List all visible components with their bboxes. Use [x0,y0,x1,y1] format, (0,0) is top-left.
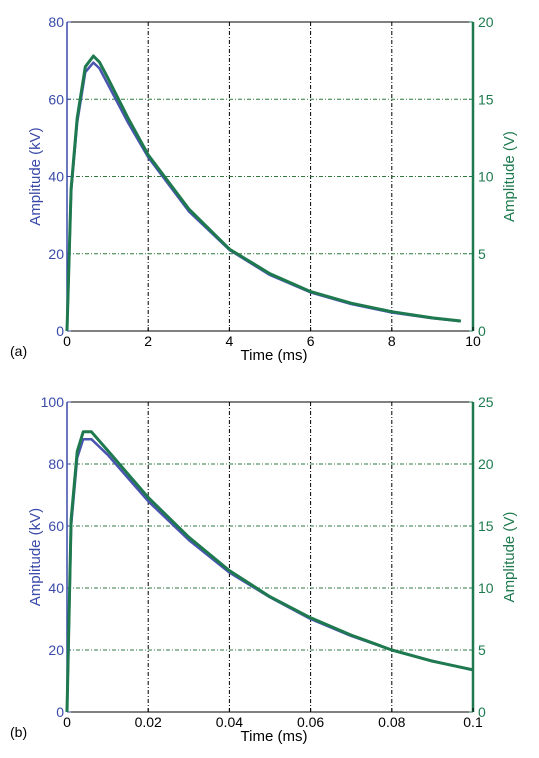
x-tick-label: 0.08 [378,714,405,730]
x-tick-label: 0 [63,333,71,349]
x-tick-label: 0.06 [297,714,324,730]
x-tick-label: 0 [63,714,71,730]
y-axis-label-left: Amplitude (kV) [27,127,44,225]
x-tick-label: 2 [144,333,152,349]
y-right-tick-label: 25 [478,394,494,410]
y-left-tick-label: 20 [48,642,64,658]
x-tick-label: 0.02 [135,714,162,730]
y-right-tick-label: 20 [478,456,494,472]
series-line-v [65,54,461,332]
y-right-tick-label: 15 [478,91,494,107]
y-axis-label-right: Amplitude (V) [501,131,518,222]
y-left-tick-label: 100 [41,394,65,410]
chart-panel-b: 0 0.02 0.04 0.06 0.08 0.102040608010005101520… [10,394,518,745]
y-left-tick-label: 60 [48,518,64,534]
y-axis-label-right: Amplitude (V) [501,512,518,603]
y-right-tick-label: 5 [478,642,486,658]
panel-label: (a) [10,343,27,359]
y-axis-label-left: Amplitude (kV) [27,508,44,606]
x-tick-label: 0.04 [216,714,243,730]
series-line-v [65,430,474,713]
y-right-tick-label: 20 [478,14,494,30]
y-left-tick-label: 40 [48,580,64,596]
y-left-tick-label: 0 [56,323,64,339]
x-tick-label: 4 [226,333,234,349]
y-right-tick-label: 10 [478,580,494,596]
x-tick-label: 8 [388,333,396,349]
series-line-kv [65,61,461,332]
y-right-tick-label: 10 [478,169,494,185]
y-left-tick-label: 80 [48,456,64,472]
x-axis-label: Time (ms) [241,728,308,745]
y-right-tick-label: 5 [478,246,486,262]
y-right-tick-label: 0 [478,323,486,339]
y-right-tick-label: 0 [478,704,486,720]
y-left-tick-label: 80 [48,14,64,30]
x-tick-label: 10 [465,333,481,349]
y-left-tick-label: 60 [48,91,64,107]
y-left-tick-label: 0 [56,704,64,720]
x-axis-label: Time (ms) [241,347,308,364]
series-line-kv [65,437,474,713]
x-tick-label: 6 [307,333,315,349]
panel-label: (b) [10,724,27,740]
y-left-tick-label: 20 [48,246,64,262]
y-right-tick-label: 15 [478,518,494,534]
x-tick-label: 0.1 [463,714,483,730]
y-left-tick-label: 40 [48,169,64,185]
